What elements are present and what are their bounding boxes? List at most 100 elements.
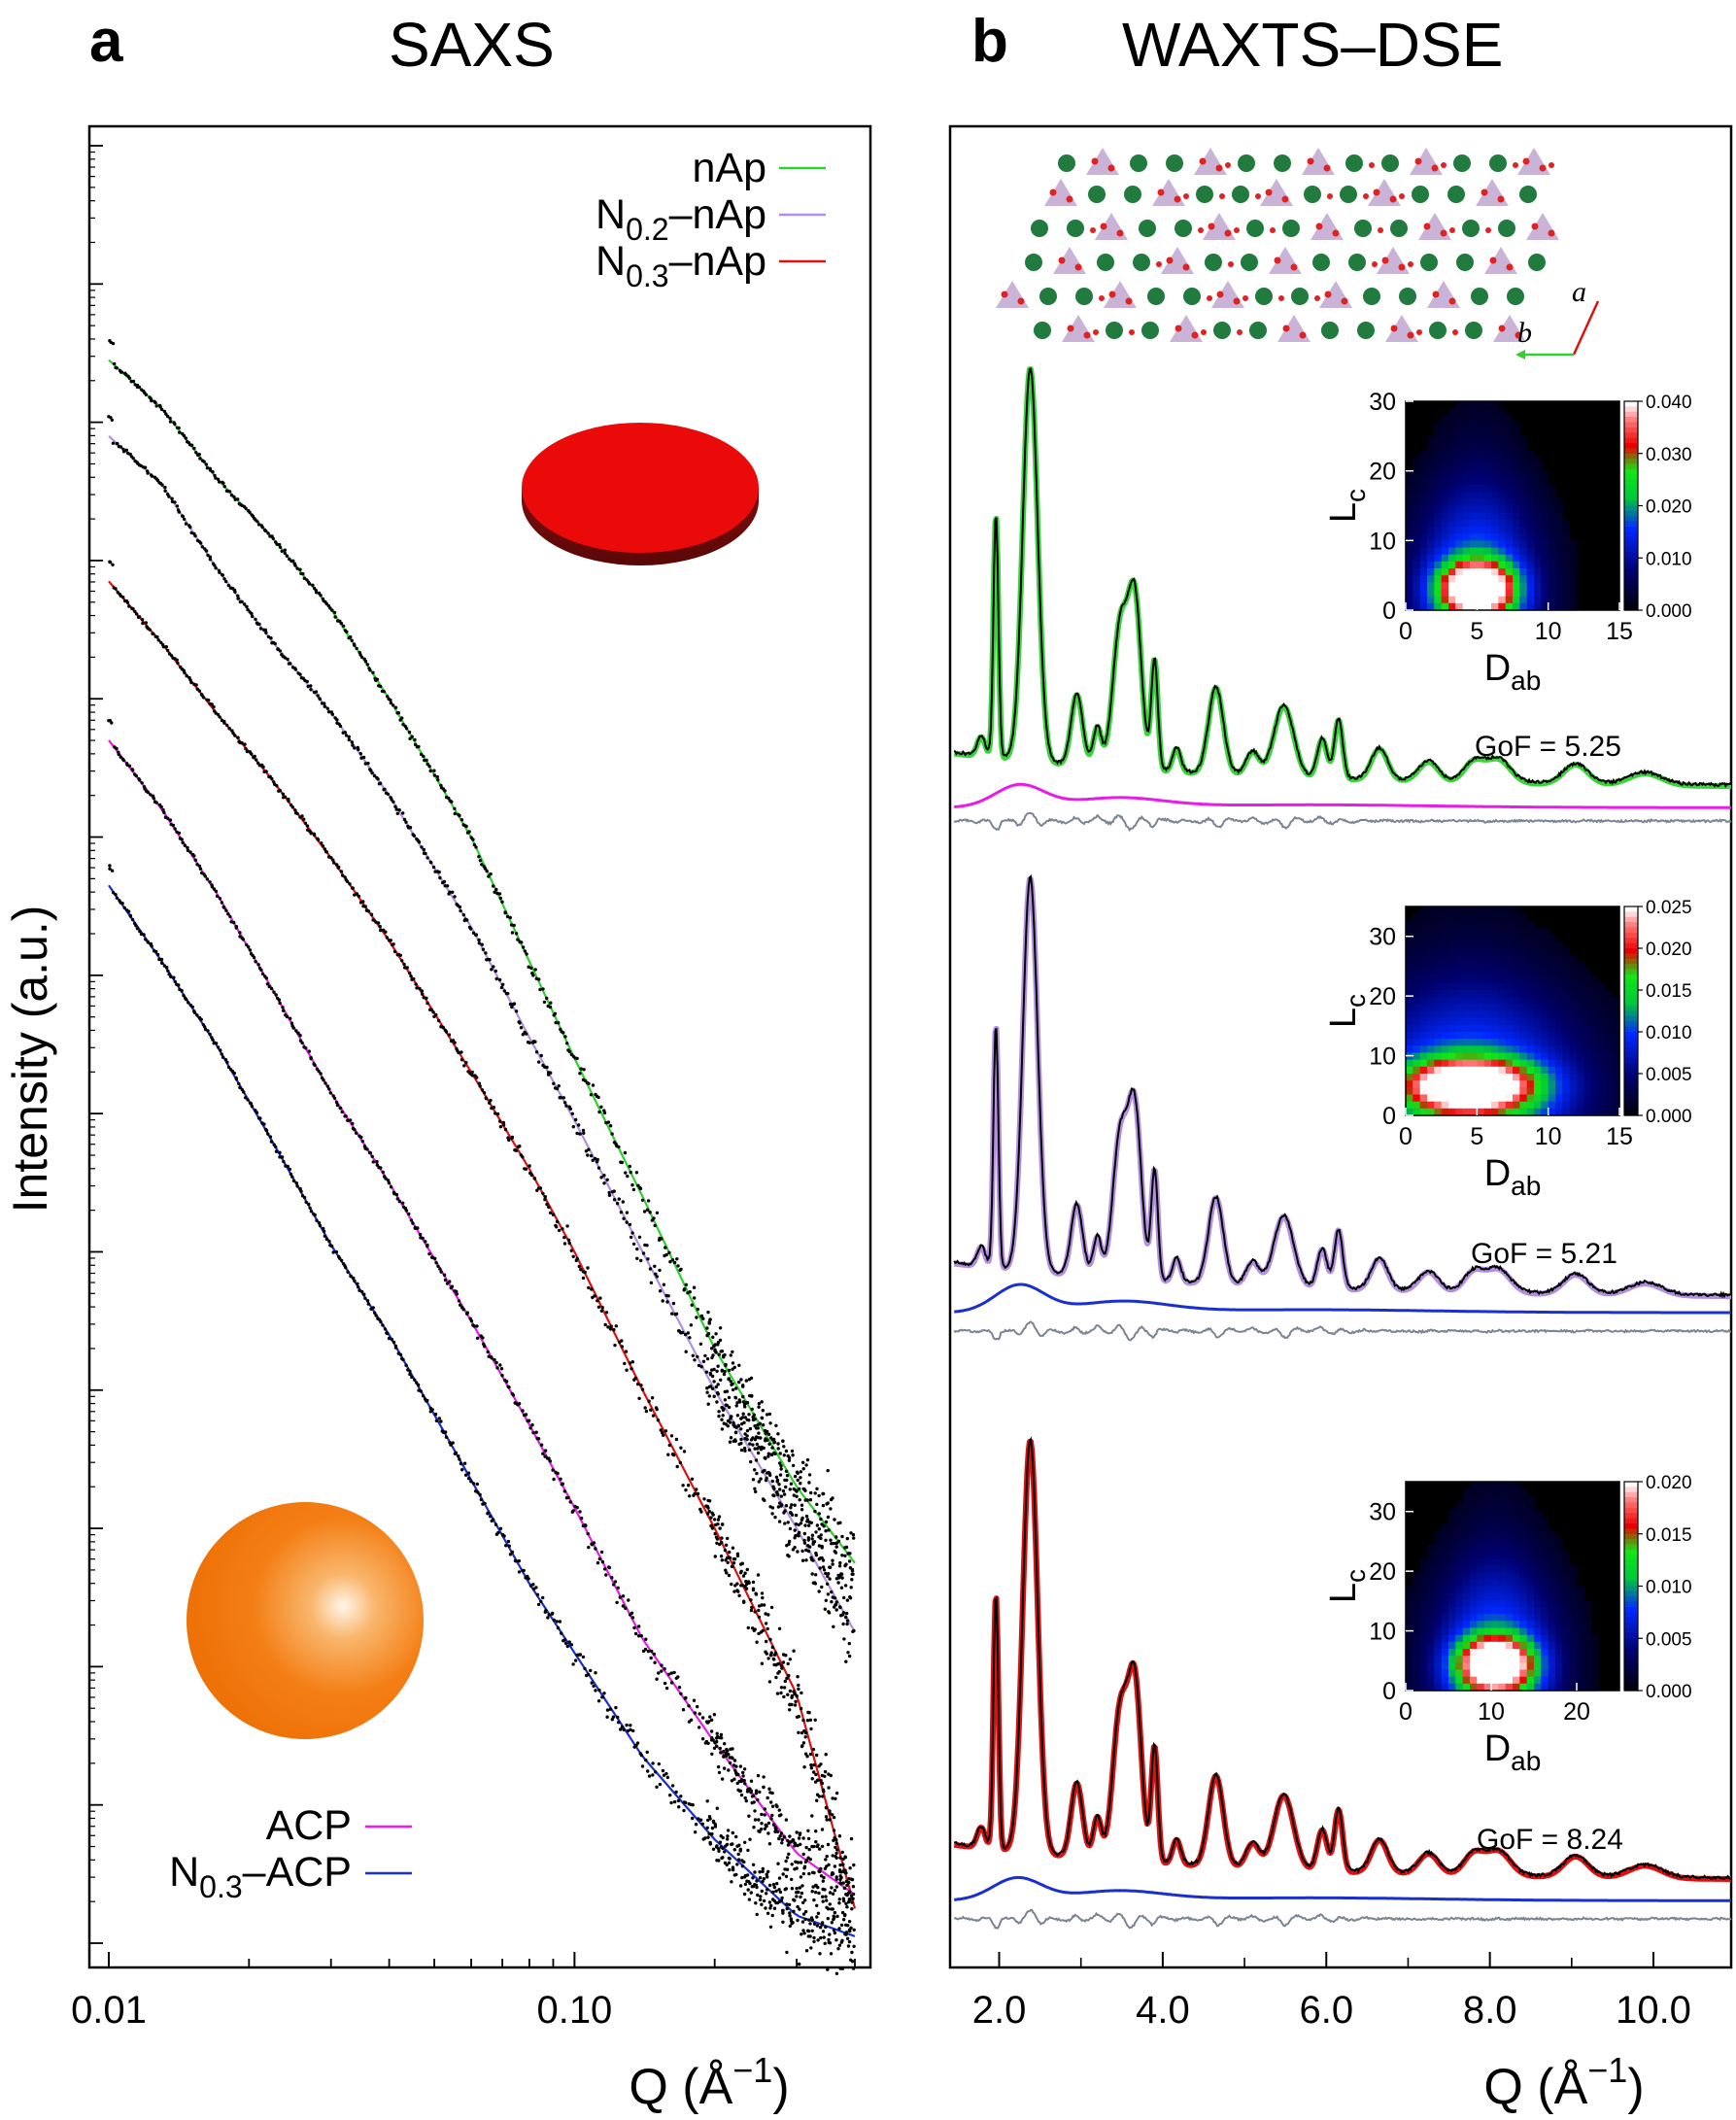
- saxs-data-point: [831, 1892, 835, 1896]
- heatmap-cell: [1455, 997, 1464, 1005]
- heatmap-cell: [1498, 940, 1507, 949]
- saxs-data-point: [770, 1479, 774, 1484]
- heatmap-cell: [1434, 1094, 1443, 1103]
- saxs-data-point: [537, 977, 541, 981]
- saxs-data-point: [749, 1608, 754, 1613]
- saxs-data-point: [514, 1009, 519, 1013]
- heatmap-cell: [1498, 498, 1507, 507]
- saxs-data-point: [674, 1312, 679, 1316]
- saxs-data-point: [621, 1594, 626, 1598]
- saxs-data-point: [575, 1506, 579, 1510]
- heatmap-cell: [1413, 505, 1421, 514]
- heatmap-cell: [1498, 450, 1507, 458]
- saxs-data-point: [793, 1692, 797, 1696]
- heatmap-cell: [1448, 990, 1456, 998]
- saxs-data-point: [321, 844, 325, 848]
- heatmap-cell: [1455, 428, 1464, 437]
- saxs-data-point: [131, 607, 135, 611]
- saxs-data-point: [722, 1754, 726, 1758]
- saxs-data-point: [605, 1178, 609, 1182]
- saxs-data-point: [739, 1427, 743, 1431]
- heatmap-cell: [1477, 519, 1485, 528]
- saxs-data-point: [743, 1571, 747, 1575]
- saxs-data-point: [788, 1658, 792, 1661]
- heatmap-cell: [1462, 492, 1471, 499]
- heatmap-cell: [1562, 596, 1571, 604]
- heatmap-cell: [1498, 492, 1507, 499]
- saxs-data-point: [420, 845, 424, 849]
- saxs-data-point: [785, 1856, 790, 1860]
- heatmap-cell: [1526, 1059, 1535, 1068]
- heatmap-cell: [1590, 1045, 1599, 1054]
- heatmap-cell: [1462, 582, 1471, 591]
- saxs-data-point: [670, 1312, 674, 1316]
- saxs-data-point: [635, 1247, 639, 1251]
- saxs-data-point: [759, 1828, 764, 1831]
- heatmap-cell: [1498, 920, 1507, 929]
- calcium-atom: [1130, 154, 1147, 172]
- saxs-data-point: [403, 966, 407, 970]
- saxs-data-point: [630, 1360, 634, 1364]
- heatmap-cell: [1406, 561, 1413, 569]
- heatmap-cell: [1427, 463, 1435, 472]
- saxs-data-point: [690, 1303, 694, 1307]
- heatmap-cell: [1555, 568, 1563, 576]
- saxs-data-point: [549, 1001, 553, 1005]
- saxs-data-point: [604, 1311, 609, 1315]
- colorbar-segment: [1624, 1052, 1638, 1059]
- saxs-data-point: [785, 1906, 789, 1911]
- heatmap-cell: [1569, 1101, 1578, 1110]
- saxs-data-point: [275, 542, 279, 546]
- heatmap-cell: [1455, 1108, 1464, 1116]
- saxs-data-point: [532, 1177, 537, 1180]
- heatmap-cell: [1548, 505, 1556, 514]
- saxs-data-point: [425, 1243, 429, 1248]
- saxs-data-point: [809, 1490, 813, 1495]
- saxs-data-point: [737, 1843, 741, 1847]
- saxs-data-point: [144, 938, 148, 941]
- saxs-data-point: [689, 1718, 694, 1723]
- saxs-data-point: [722, 1372, 727, 1377]
- heatmap-cell: [1477, 485, 1485, 493]
- heatmap-cell: [1583, 982, 1592, 991]
- saxs-data-point: [734, 1404, 738, 1408]
- heatmap-cell: [1555, 527, 1563, 534]
- saxs-data-point: [394, 807, 398, 811]
- saxs-data-point: [781, 1908, 785, 1913]
- saxs-data-point: [236, 594, 240, 598]
- saxs-data-point: [599, 1105, 603, 1110]
- saxs-data-point: [719, 1732, 724, 1737]
- oxygen-atom: [1314, 295, 1320, 301]
- saxs-data-point: [697, 1817, 700, 1821]
- saxs-data-point: [208, 880, 212, 884]
- saxs-data-point: [831, 1796, 834, 1800]
- saxs-data-point: [300, 814, 304, 818]
- heatmap-cell: [1462, 975, 1471, 984]
- heatmap-cell: [1505, 920, 1514, 929]
- saxs-data-point: [753, 1447, 757, 1451]
- saxs-data-point: [790, 1702, 794, 1707]
- heatmap-cell: [1555, 1045, 1563, 1054]
- heatmap-cell: [1513, 1032, 1520, 1040]
- heatmap-cell: [1548, 1094, 1556, 1103]
- heatmap-cell: [1448, 602, 1456, 611]
- heatmap-cell: [1583, 975, 1592, 984]
- heatmap-cell: [1483, 485, 1492, 493]
- saxs-data-point: [707, 1509, 711, 1514]
- heatmap-cell: [1541, 982, 1549, 991]
- heatmap-cell: [1462, 401, 1471, 409]
- saxs-data-point: [810, 1890, 814, 1894]
- saxs-data-point: [612, 1198, 617, 1202]
- heatmap-cell: [1406, 519, 1413, 528]
- saxs-data-point: [612, 1327, 616, 1332]
- heatmap-cell: [1406, 1094, 1413, 1103]
- heatmap-cell: [1505, 969, 1514, 977]
- saxs-data-point: [389, 1185, 393, 1189]
- saxs-data-point: [833, 1864, 837, 1868]
- colorbar-segment: [1624, 1094, 1638, 1101]
- saxs-data-point: [826, 1967, 830, 1971]
- saxs-data-point: [269, 986, 274, 991]
- heatmap-cell: [1448, 1017, 1456, 1026]
- saxs-data-point: [773, 1829, 777, 1834]
